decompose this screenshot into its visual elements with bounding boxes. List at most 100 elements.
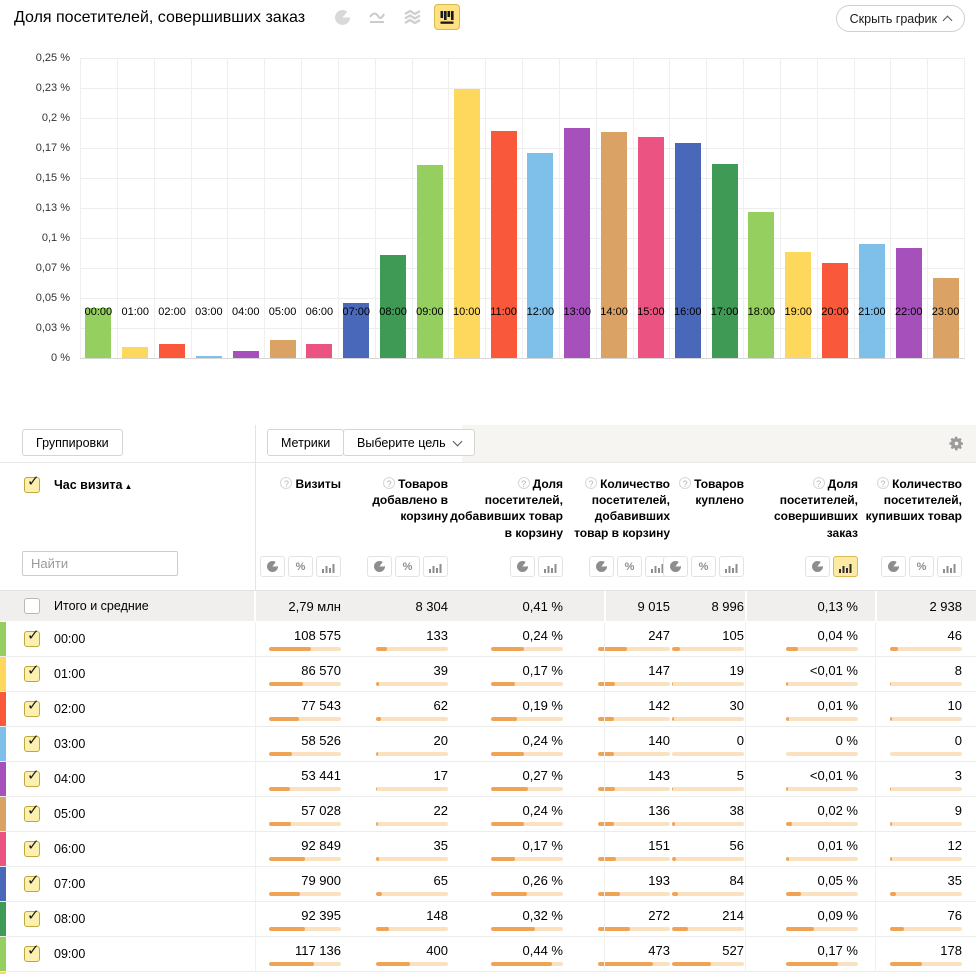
select-all-checkbox[interactable] [24, 472, 40, 493]
row-checkbox[interactable] [24, 626, 40, 647]
help-icon[interactable]: ? [280, 477, 293, 489]
percent-toggle-icon[interactable]: % [909, 556, 934, 577]
pie-toggle-icon[interactable] [805, 556, 830, 577]
hide-chart-button[interactable]: Скрыть график [835, 5, 965, 32]
chart-bar[interactable] [232, 351, 259, 358]
percent-toggle-icon[interactable]: % [395, 556, 420, 577]
row-color-strip [0, 797, 6, 831]
bars-toggle-icon[interactable] [719, 556, 744, 577]
totals-value: 2 938 [929, 598, 962, 614]
column-title[interactable]: ? Количество посетителей, добавивших това… [574, 477, 670, 540]
select-goal-button[interactable]: Выберите цель [343, 429, 475, 456]
pie-toggle-icon[interactable] [367, 556, 392, 577]
help-icon[interactable]: ? [679, 477, 692, 489]
line-chart-icon[interactable] [364, 4, 390, 30]
pie-chart-glyph [334, 9, 350, 25]
chart-bar[interactable] [122, 347, 149, 358]
chart-bar[interactable] [85, 308, 112, 358]
chart-bar[interactable] [453, 89, 480, 358]
chart-bar[interactable] [343, 303, 370, 358]
chart-bar[interactable] [895, 248, 922, 358]
row-checkbox[interactable] [24, 766, 40, 787]
cell-bar-fill [269, 682, 303, 686]
chart-bar[interactable] [637, 137, 664, 358]
pie-toggle-icon[interactable] [663, 556, 688, 577]
x-tick-label: 03:00 [195, 306, 223, 318]
cell-bar-track [598, 857, 670, 861]
cell-bar-track [786, 892, 858, 896]
bars-toggle-icon[interactable] [538, 556, 563, 577]
column-title[interactable]: ? Доля посетителей, совершивших заказ [773, 477, 858, 540]
gear-icon[interactable] [948, 435, 965, 452]
column-title[interactable]: ? Визиты [280, 476, 341, 492]
help-icon[interactable]: ? [517, 477, 530, 489]
row-value-cell: 0,26 % [448, 867, 563, 901]
chart-bar[interactable] [416, 165, 443, 358]
row-checkbox[interactable] [24, 836, 40, 857]
bars-toggle-icon[interactable] [937, 556, 962, 577]
groupings-button[interactable]: Группировки [22, 429, 123, 456]
row-checkbox[interactable] [24, 661, 40, 682]
bars-toggle-icon[interactable] [423, 556, 448, 577]
percent-toggle-icon[interactable]: % [691, 556, 716, 577]
bars-toggle-icon[interactable] [316, 556, 341, 577]
row-value-cell: 0 [858, 727, 976, 761]
y-tick-label: 0,13 % [35, 202, 70, 214]
totals-checkbox[interactable] [24, 598, 40, 614]
pie-toggle-icon[interactable] [589, 556, 614, 577]
row-value-cell: 5 [670, 762, 744, 796]
row-checkbox[interactable] [24, 731, 40, 752]
column-title[interactable]: ? Доля посетителей, добавивших товар в ко… [450, 477, 563, 540]
row-label-cell: 00:00 [0, 622, 256, 656]
chart-bar[interactable] [711, 164, 738, 358]
row-checkbox[interactable] [24, 906, 40, 927]
chart-bar[interactable] [564, 128, 591, 358]
search-input[interactable] [22, 551, 178, 576]
cell-bar-track [890, 822, 962, 826]
pie-toggle-icon[interactable] [510, 556, 535, 577]
help-icon[interactable]: ? [877, 477, 890, 489]
stacked-area-icon[interactable] [399, 4, 425, 30]
percent-glyph: % [624, 560, 635, 573]
bar-chart-icon[interactable] [434, 4, 460, 30]
metrics-button[interactable]: Метрики [267, 429, 345, 456]
pie-toggle-icon[interactable] [881, 556, 906, 577]
chart-bar[interactable] [748, 212, 775, 358]
chart-bar[interactable] [785, 252, 812, 358]
row-checkbox[interactable] [24, 871, 40, 892]
dimension-label[interactable]: Час визита ▲ [54, 478, 132, 492]
chart-bar[interactable] [195, 356, 222, 358]
chart-bar[interactable] [490, 131, 517, 358]
chart-bar[interactable] [269, 340, 296, 358]
cell-value: 0,09 % [817, 908, 858, 923]
row-checkbox[interactable] [24, 941, 40, 962]
column-title[interactable]: ? Количество посетителей, купивших товар [865, 477, 962, 524]
row-hour-label: 00:00 [54, 632, 86, 646]
pie-chart-icon[interactable] [329, 4, 355, 30]
help-icon[interactable]: ? [585, 477, 598, 489]
cell-bar-track [376, 752, 448, 756]
chart-bar[interactable] [674, 143, 701, 358]
chart-bar[interactable] [159, 344, 186, 358]
bars-toggle-icon[interactable] [833, 556, 858, 577]
cell-value: 65 [433, 873, 448, 888]
row-checkbox[interactable] [24, 801, 40, 822]
chart-bar[interactable] [822, 263, 849, 358]
column-title[interactable]: ? Товаров куплено [670, 476, 744, 508]
chart-bar[interactable] [932, 278, 959, 358]
help-icon[interactable]: ? [383, 477, 396, 489]
chart-bar[interactable] [858, 244, 885, 358]
column-title[interactable]: ? Товаров добавлено в корзину [372, 477, 448, 524]
help-icon[interactable]: ? [812, 477, 825, 489]
chart-bar[interactable] [527, 153, 554, 358]
cell-bar-track [491, 857, 563, 861]
chart-bar[interactable] [380, 255, 407, 358]
chart-bar[interactable] [601, 132, 628, 358]
percent-toggle-icon[interactable]: % [288, 556, 313, 577]
chart-bar[interactable] [306, 344, 333, 358]
pie-toggle-icon[interactable] [260, 556, 285, 577]
percent-toggle-icon[interactable]: % [617, 556, 642, 577]
cell-value: 0,17 % [817, 943, 858, 958]
row-checkbox[interactable] [24, 696, 40, 717]
